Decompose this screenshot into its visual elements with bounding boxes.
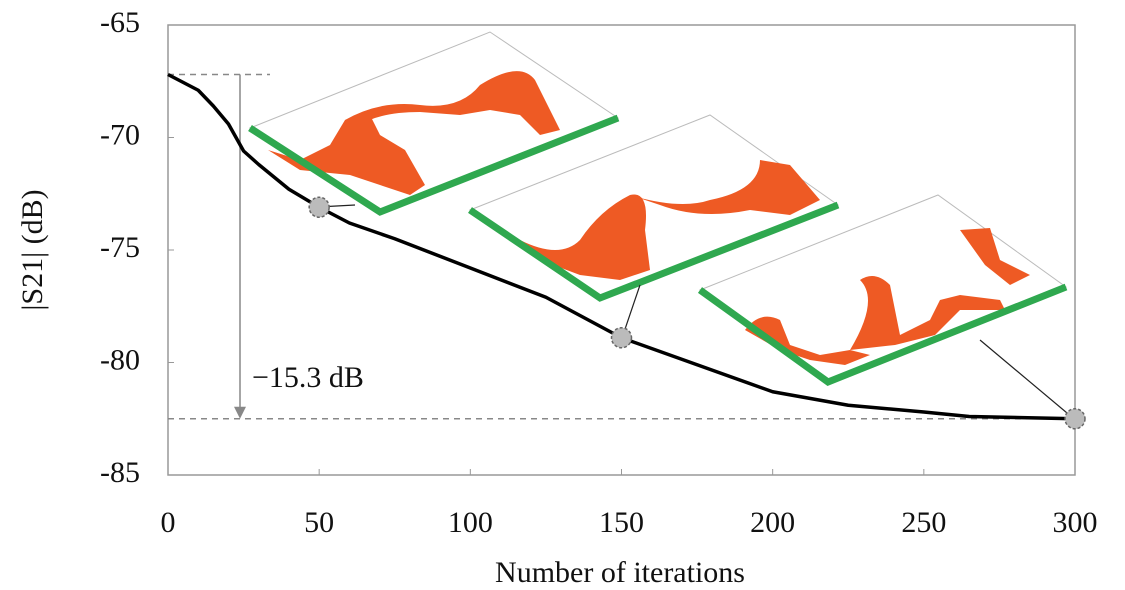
y-tick-label: -85 <box>100 456 140 489</box>
highlight-point <box>308 196 330 218</box>
y-tick-label: -70 <box>100 118 140 151</box>
inset-boards <box>248 31 1074 419</box>
y-tick-label: -75 <box>100 231 140 264</box>
board-2 <box>468 114 840 339</box>
y-tick-label: -65 <box>100 6 140 39</box>
x-tick-label: 0 <box>161 506 176 539</box>
board-3 <box>697 194 1074 419</box>
x-tick-label: 250 <box>901 506 946 539</box>
x-tick-label: 300 <box>1053 506 1098 539</box>
board-1 <box>248 31 620 216</box>
y-tick-label: -80 <box>100 343 140 376</box>
line <box>167 72 1076 421</box>
x-tick-label: 100 <box>448 506 493 539</box>
y-axis-label: |S21| (dB) <box>16 189 49 310</box>
x-tick-label: 200 <box>750 506 795 539</box>
arrow-head <box>234 406 246 419</box>
highlight-point <box>610 327 633 349</box>
x-axis-label: Number of iterations <box>495 556 745 589</box>
x-tick-label: 50 <box>304 506 334 539</box>
annotation: −15.3 dB <box>252 361 364 394</box>
highlight-point <box>1064 408 1086 430</box>
x-tick-label: 150 <box>599 506 644 539</box>
